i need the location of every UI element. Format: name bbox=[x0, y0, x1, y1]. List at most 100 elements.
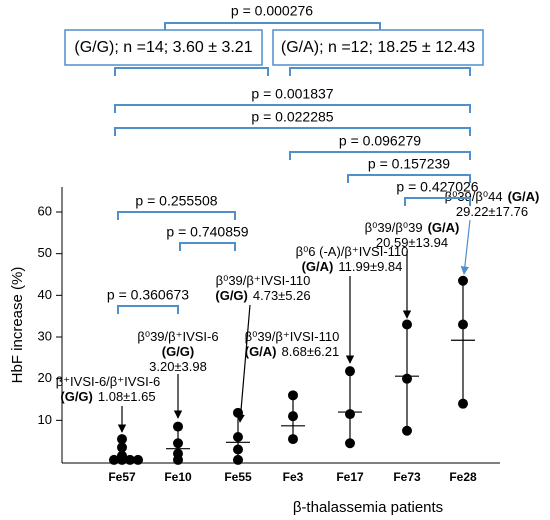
annotation: β⁰39/β⁰39 (G/A) bbox=[365, 220, 460, 235]
annotation: β⁺IVSI-6/β⁺IVSI-6 bbox=[56, 374, 161, 389]
p-value: p = 0.157239 bbox=[368, 156, 450, 172]
bracket bbox=[179, 242, 236, 251]
y-axis-label: HbF increase (%) bbox=[9, 267, 26, 384]
dot bbox=[402, 319, 412, 330]
p-value: p = 0.096279 bbox=[339, 133, 421, 149]
x-tick-label: Fe3 bbox=[283, 470, 304, 484]
p-value: p = 0.001837 bbox=[251, 86, 333, 102]
annotation-part: (G/G) bbox=[215, 288, 248, 303]
y-tick-label: 20 bbox=[38, 370, 52, 385]
bracket bbox=[114, 104, 471, 113]
group-box bbox=[272, 29, 484, 66]
dot bbox=[233, 444, 243, 455]
dot bbox=[173, 438, 183, 449]
annotation-part: β⁰39/β⁰39 bbox=[365, 220, 423, 235]
annotation-part: 8.68±6.21 bbox=[282, 344, 340, 359]
annotation-part: 11.99±9.84 bbox=[338, 259, 402, 274]
bracket bbox=[289, 151, 471, 160]
dot bbox=[233, 432, 243, 442]
group-label: (G/G); n =14; 3.60 ± 3.21 bbox=[74, 39, 252, 56]
dot bbox=[173, 454, 183, 465]
group-bracket bbox=[114, 67, 269, 76]
dot bbox=[133, 454, 143, 465]
arrow bbox=[236, 304, 251, 423]
dot bbox=[458, 319, 468, 330]
y-tick-label: 10 bbox=[38, 412, 52, 427]
dot bbox=[288, 411, 298, 422]
annotation: (G/G) 1.08±1.65 bbox=[60, 389, 155, 404]
dot bbox=[402, 425, 412, 436]
dot bbox=[402, 373, 412, 384]
dot bbox=[117, 442, 127, 453]
x-tick-label: Fe55 bbox=[224, 470, 252, 484]
annotation: β⁰39/β⁺IVSI-110 bbox=[245, 329, 340, 344]
y-tick-label: 60 bbox=[38, 203, 52, 218]
x-tick-label: Fe28 bbox=[449, 470, 477, 484]
dot bbox=[233, 454, 243, 465]
x-tick-label: Fe57 bbox=[108, 470, 136, 484]
bracket bbox=[347, 174, 471, 183]
p-value: p = 0.022285 bbox=[251, 109, 333, 125]
annotation: β⁰39/β⁰44 (G/A) bbox=[445, 189, 540, 204]
annotation: (G/A) 8.68±6.21 bbox=[245, 344, 340, 359]
annotation-part: (G/A) bbox=[508, 189, 540, 204]
annotation-part: 3.20±3.98 bbox=[149, 359, 207, 374]
annotation-part: (G/A) bbox=[245, 344, 277, 359]
annotation-part: (G/A) bbox=[302, 259, 334, 274]
annotation-part: β⁰39/β⁺IVSI-110 bbox=[216, 273, 311, 288]
annotation-part: 20.59±13.94 bbox=[376, 235, 448, 250]
annotation: 3.20±3.98 bbox=[149, 359, 207, 374]
dot bbox=[117, 434, 127, 445]
annotation-part: 1.08±1.65 bbox=[98, 389, 156, 404]
dot bbox=[173, 421, 183, 432]
x-tick-label: Fe73 bbox=[393, 470, 421, 484]
annotation: 29.22±17.76 bbox=[456, 204, 528, 219]
dot bbox=[458, 275, 468, 286]
dot bbox=[288, 434, 298, 445]
dot bbox=[345, 366, 355, 377]
p-value: p = 0.427026 bbox=[396, 179, 478, 195]
annotation-part: β⁺IVSI-6/β⁺IVSI-6 bbox=[56, 374, 161, 389]
group-box bbox=[64, 29, 263, 66]
annotation: (G/G) 4.73±5.26 bbox=[215, 288, 310, 303]
annotation: (G/G) bbox=[162, 344, 195, 359]
dot bbox=[458, 398, 468, 409]
annotation-part: β⁰6 (-A)/β⁺IVSI-110 bbox=[296, 244, 409, 259]
arrow bbox=[460, 219, 471, 275]
group-p-value: p = 0.000276 bbox=[231, 3, 313, 19]
dot bbox=[288, 390, 298, 401]
y-tick-label: 50 bbox=[38, 245, 52, 260]
dot bbox=[345, 438, 355, 449]
bracket bbox=[114, 127, 471, 136]
x-axis-label: β-thalassemia patients bbox=[293, 499, 443, 516]
x-tick-label: Fe17 bbox=[336, 470, 364, 484]
annotation-part: (G/G) bbox=[162, 344, 195, 359]
annotation: β⁰39/β⁺IVSI-110 bbox=[216, 273, 311, 288]
p-value: p = 0.255508 bbox=[135, 193, 217, 209]
bracket bbox=[117, 211, 236, 220]
annotation-part: 4.73±5.26 bbox=[253, 288, 311, 303]
dot bbox=[345, 409, 355, 420]
dot bbox=[109, 454, 119, 465]
group-bracket bbox=[289, 67, 471, 76]
bracket bbox=[117, 305, 179, 314]
annotation-part: β⁰39/β⁺IVSI-110 bbox=[245, 329, 340, 344]
p-value: p = 0.740859 bbox=[166, 224, 248, 240]
y-tick-label: 40 bbox=[38, 287, 52, 302]
annotation: 20.59±13.94 bbox=[376, 235, 448, 250]
y-tick-label: 30 bbox=[38, 328, 52, 343]
bracket bbox=[404, 197, 471, 206]
x-tick-label: Fe10 bbox=[164, 470, 192, 484]
annotation-part: 29.22±17.76 bbox=[456, 204, 528, 219]
annotation: β⁰6 (-A)/β⁺IVSI-110 bbox=[296, 244, 409, 259]
annotation-part: (G/A) bbox=[428, 220, 460, 235]
annotation-part: β⁰39/β⁺IVSI-6 bbox=[137, 329, 218, 344]
p-value: p = 0.360673 bbox=[107, 287, 189, 303]
group-label: (G/A); n =12; 18.25 ± 12.43 bbox=[281, 39, 475, 56]
annotation: β⁰39/β⁺IVSI-6 bbox=[137, 329, 218, 344]
annotation: (G/A) 11.99±9.84 bbox=[302, 259, 403, 274]
annotation-part: (G/G) bbox=[60, 389, 93, 404]
group-p-bracket bbox=[164, 22, 381, 30]
annotation-part: β⁰39/β⁰44 bbox=[445, 189, 503, 204]
